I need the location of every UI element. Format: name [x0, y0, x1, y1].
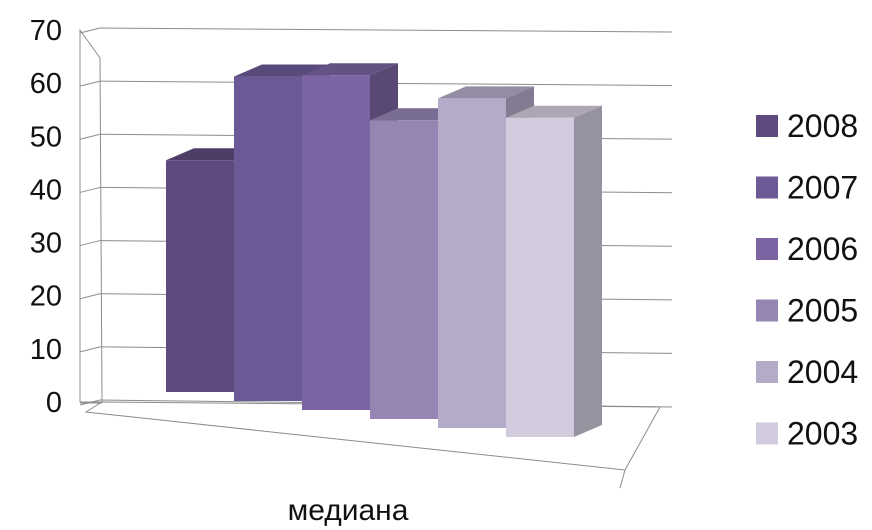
bar-front [234, 76, 302, 402]
bar-side [574, 105, 602, 437]
x-axis-tick-mark [619, 469, 626, 489]
bar-front [166, 160, 234, 392]
y-tick-label: 40 [30, 174, 62, 206]
legend-item: 2007 [756, 170, 858, 206]
y-tick-label: 70 [30, 15, 62, 47]
legend-swatch [756, 361, 778, 383]
legend-item: 2004 [756, 354, 858, 390]
gridline-wall-segment [79, 293, 101, 300]
legend-item: 2005 [756, 293, 858, 329]
y-tick-label: 10 [30, 334, 62, 366]
legend-item: 2008 [756, 108, 858, 144]
legend-swatch [756, 176, 778, 199]
y-axis-ticks: 0 10 20 30 40 50 60 70 [30, 15, 62, 419]
y-tick-label: 20 [30, 281, 62, 313]
legend-item: 2006 [756, 231, 858, 267]
gridline-wall-segment [79, 399, 101, 406]
gridline-wall-segment [79, 133, 101, 140]
y-tick-label: 50 [30, 121, 62, 153]
gridline-wall-segment [79, 186, 101, 193]
y-tick-label: 0 [46, 387, 62, 419]
gridline-wall-segment [79, 80, 101, 87]
bar-front [438, 98, 506, 429]
gridline [99, 27, 673, 33]
legend-label: 2006 [787, 231, 858, 267]
category-label: медиана [288, 494, 409, 527]
legend: 2008 2007 2006 2005 2004 2003 [756, 108, 858, 452]
bar-front [506, 117, 574, 437]
legend-item: 2003 [756, 416, 858, 452]
legend-swatch [756, 115, 778, 137]
bar-front [370, 120, 438, 420]
bar-top [234, 64, 330, 77]
gridline-wall-segment [79, 27, 101, 34]
legend-swatch [756, 422, 778, 445]
gridline-wall-segment [79, 346, 101, 353]
bar-top [506, 105, 602, 118]
legend-label: 2008 [787, 108, 858, 144]
legend-label: 2003 [787, 416, 858, 452]
chart-walls [79, 28, 661, 489]
legend-label: 2007 [787, 170, 858, 206]
bar-front [302, 75, 370, 410]
bars [166, 63, 602, 437]
legend-swatch [756, 299, 778, 322]
legend-swatch [756, 238, 778, 260]
bar-2003 [506, 105, 602, 437]
y-tick-label: 60 [30, 68, 62, 100]
legend-label: 2005 [787, 293, 858, 329]
y-tick-label: 30 [30, 228, 62, 260]
bar-top [438, 86, 534, 99]
bar-top [302, 63, 398, 76]
side-wall [79, 28, 103, 403]
legend-label: 2004 [787, 354, 858, 390]
gridline-wall-segment [79, 240, 101, 247]
